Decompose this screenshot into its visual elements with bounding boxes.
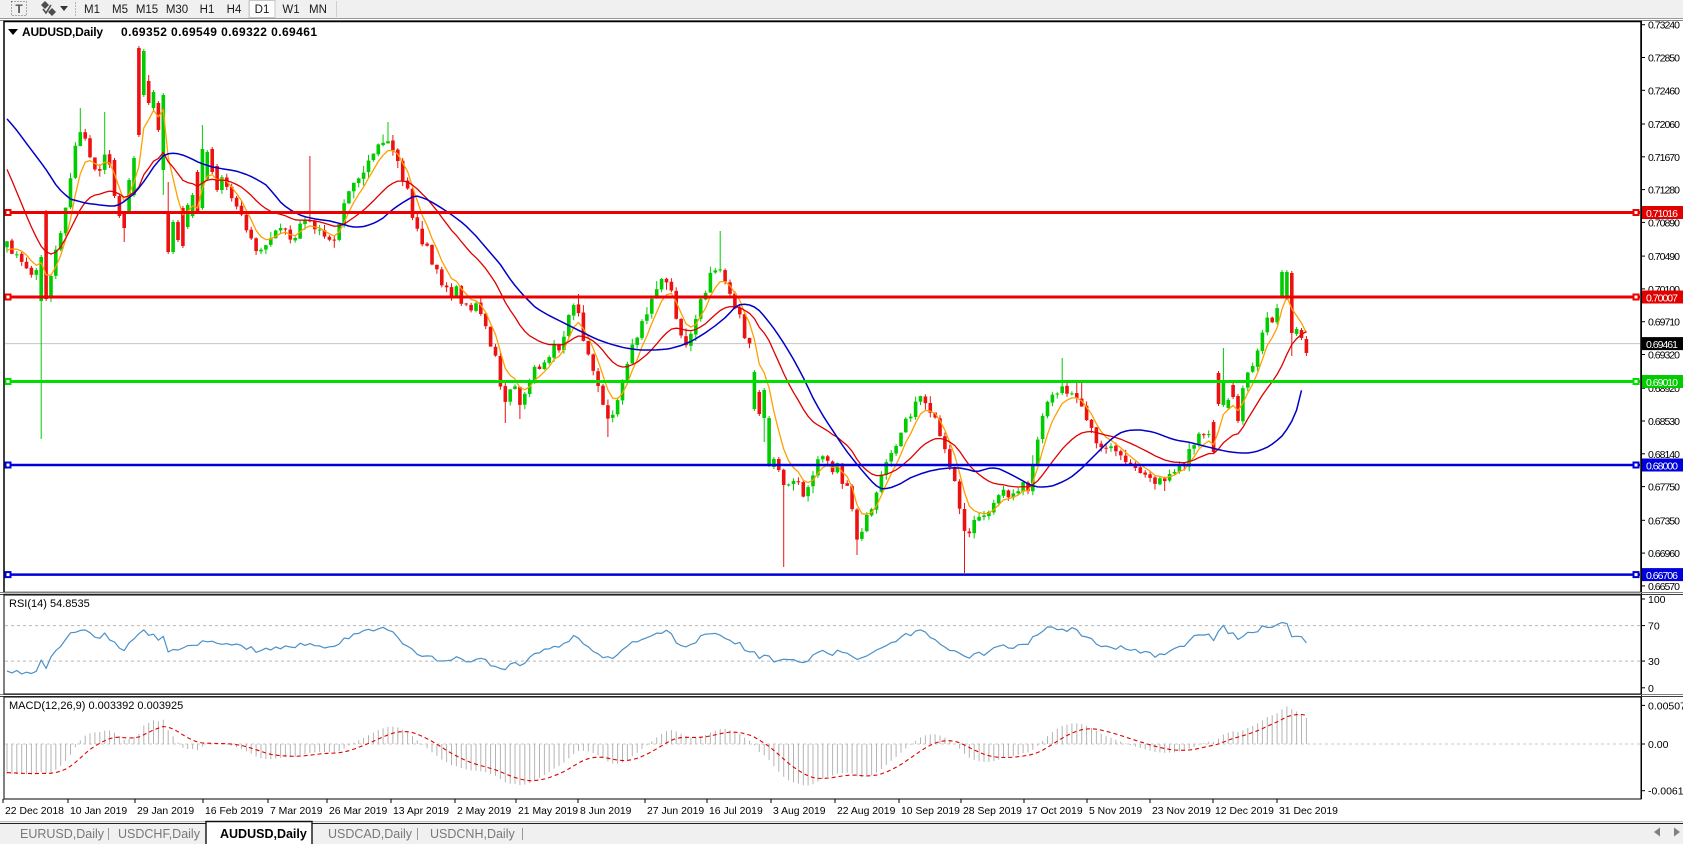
svg-text:H1: H1 [200,4,215,16]
svg-text:0.70490: 0.70490 [1648,251,1680,263]
svg-text:0.73240: 0.73240 [1648,20,1680,32]
svg-text:0.005076: 0.005076 [1648,700,1683,712]
svg-text:USDCAD,Daily: USDCAD,Daily [328,827,413,841]
svg-text:0.72060: 0.72060 [1648,119,1680,131]
svg-text:23 Nov 2019: 23 Nov 2019 [1152,806,1211,817]
svg-text:M1: M1 [84,4,100,16]
svg-text:0.71016: 0.71016 [1646,208,1678,220]
svg-text:22 Dec 2018: 22 Dec 2018 [5,806,64,817]
svg-text:M30: M30 [166,4,188,16]
svg-text:T: T [15,2,23,16]
svg-text:0.72850: 0.72850 [1648,53,1680,65]
svg-text:16 Feb 2019: 16 Feb 2019 [205,806,264,817]
svg-text:MN: MN [309,4,327,16]
svg-text:0.00: 0.00 [1648,739,1669,751]
svg-text:M5: M5 [112,4,128,16]
svg-text:100: 100 [1648,594,1666,606]
svg-text:RSI(14) 54.8535: RSI(14) 54.8535 [9,598,90,610]
svg-text:31 Dec 2019: 31 Dec 2019 [1279,806,1338,817]
svg-text:70: 70 [1648,621,1660,633]
svg-text:D1: D1 [255,4,270,16]
svg-text:10 Jan 2019: 10 Jan 2019 [70,806,127,817]
svg-text:0.67350: 0.67350 [1648,515,1680,527]
svg-text:AUDUSD,Daily: AUDUSD,Daily [22,25,103,39]
svg-text:0.68000: 0.68000 [1646,461,1678,473]
svg-text:7 Mar 2019: 7 Mar 2019 [270,806,323,817]
svg-text:H4: H4 [227,4,242,16]
svg-text:0.66706: 0.66706 [1646,570,1678,582]
svg-text:27 Jun 2019: 27 Jun 2019 [647,806,704,817]
svg-text:0.70890: 0.70890 [1648,217,1680,229]
svg-text:10 Sep 2019: 10 Sep 2019 [901,806,960,817]
svg-text:22 Aug 2019: 22 Aug 2019 [837,806,896,817]
svg-text:W1: W1 [282,4,299,16]
svg-text:USDCHF,Daily: USDCHF,Daily [118,827,201,841]
svg-text:0.69320: 0.69320 [1648,350,1680,362]
svg-text:0.69010: 0.69010 [1646,377,1678,389]
svg-text:5 Nov 2019: 5 Nov 2019 [1089,806,1142,817]
svg-text:0.72460: 0.72460 [1648,85,1680,97]
svg-text:2 May 2019: 2 May 2019 [457,806,512,817]
svg-text:0.69461: 0.69461 [1646,339,1678,351]
svg-text:26 Mar 2019: 26 Mar 2019 [329,806,388,817]
svg-text:0.71280: 0.71280 [1648,185,1680,197]
svg-text:0.70007: 0.70007 [1646,293,1678,305]
svg-text:0.68530: 0.68530 [1648,416,1680,428]
svg-text:3 Aug 2019: 3 Aug 2019 [773,806,826,817]
svg-text:12 Dec 2019: 12 Dec 2019 [1215,806,1274,817]
svg-text:0.66960: 0.66960 [1648,548,1680,560]
svg-text:-0.006148: -0.006148 [1648,786,1683,798]
svg-text:0.69352 0.69549 0.69322 0.6946: 0.69352 0.69549 0.69322 0.69461 [121,25,317,39]
svg-text:0.69710: 0.69710 [1648,317,1680,329]
svg-text:EURUSD,Daily: EURUSD,Daily [20,827,105,841]
svg-text:0.68140: 0.68140 [1648,449,1680,461]
svg-text:MACD(12,26,9) 0.003392 0.00392: MACD(12,26,9) 0.003392 0.003925 [9,700,183,712]
svg-text:8 Jun 2019: 8 Jun 2019 [580,806,632,817]
svg-text:USDCNH,Daily: USDCNH,Daily [430,827,515,841]
svg-text:0: 0 [1648,683,1654,695]
svg-text:17 Oct 2019: 17 Oct 2019 [1026,806,1083,817]
svg-text:28 Sep 2019: 28 Sep 2019 [963,806,1022,817]
svg-text:0.71670: 0.71670 [1648,152,1680,164]
svg-text:21 May 2019: 21 May 2019 [518,806,578,817]
svg-text:AUDUSD,Daily: AUDUSD,Daily [220,827,307,841]
svg-text:30: 30 [1648,656,1660,668]
svg-text:29 Jan 2019: 29 Jan 2019 [137,806,194,817]
svg-text:0.67750: 0.67750 [1648,482,1680,494]
svg-text:0.66570: 0.66570 [1648,581,1680,593]
svg-text:M15: M15 [136,4,158,16]
svg-text:16 Jul 2019: 16 Jul 2019 [709,806,763,817]
svg-text:13 Apr 2019: 13 Apr 2019 [393,806,449,817]
